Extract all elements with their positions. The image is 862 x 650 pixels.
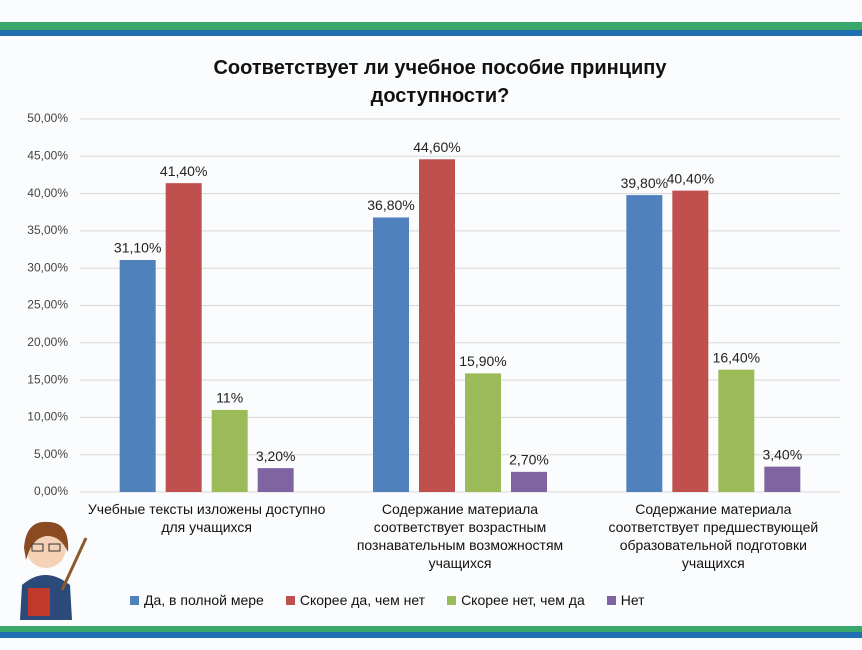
legend-swatch bbox=[447, 596, 456, 605]
bar bbox=[120, 260, 156, 492]
value-label: 41,40% bbox=[160, 163, 207, 179]
top-stripe bbox=[0, 30, 862, 36]
value-label: 2,70% bbox=[509, 452, 549, 468]
bar bbox=[511, 472, 547, 492]
y-tick-label: 35,00% bbox=[27, 223, 68, 237]
value-label: 11% bbox=[216, 390, 243, 406]
bottom-stripe bbox=[0, 632, 862, 638]
legend-label: Скорее да, чем нет bbox=[300, 592, 425, 608]
legend-item: Скорее да, чем нет bbox=[286, 592, 425, 608]
x-tick-label: Содержание материала соответствует возра… bbox=[340, 500, 580, 572]
y-tick-label: 45,00% bbox=[27, 148, 68, 162]
value-label: 40,40% bbox=[667, 170, 714, 186]
legend-label: Нет bbox=[621, 592, 645, 608]
bar bbox=[465, 373, 501, 492]
legend-label: Скорее нет, чем да bbox=[461, 592, 585, 608]
x-tick-label: Учебные тексты изложены доступно для уча… bbox=[87, 500, 327, 536]
y-tick-label: 50,00% bbox=[27, 111, 68, 125]
value-label: 44,60% bbox=[413, 139, 460, 155]
bar bbox=[672, 191, 708, 492]
teacher-illustration bbox=[20, 522, 86, 620]
bar bbox=[626, 195, 662, 492]
value-label: 3,20% bbox=[256, 448, 296, 464]
legend-label: Да, в полной мере bbox=[144, 592, 264, 608]
legend-item: Да, в полной мере bbox=[130, 592, 264, 608]
bar bbox=[718, 370, 754, 492]
legend-item: Нет bbox=[607, 592, 645, 608]
legend-swatch bbox=[130, 596, 139, 605]
bar bbox=[419, 159, 455, 492]
legend-item: Скорее нет, чем да bbox=[447, 592, 585, 608]
bar bbox=[166, 183, 202, 492]
bottom-stripe bbox=[0, 626, 862, 632]
value-label: 36,80% bbox=[367, 197, 414, 213]
legend-swatch bbox=[607, 596, 616, 605]
value-label: 15,90% bbox=[459, 353, 506, 369]
chart-title: Соответствует ли учебное пособие принцип… bbox=[150, 54, 730, 110]
y-tick-label: 15,00% bbox=[27, 372, 68, 386]
value-label: 31,10% bbox=[114, 240, 161, 256]
y-tick-label: 20,00% bbox=[27, 335, 68, 349]
bar bbox=[764, 467, 800, 492]
bar bbox=[212, 410, 248, 492]
y-tick-label: 5,00% bbox=[34, 447, 68, 461]
slide: 0,00% 5,00% 10,00% 15,00% 20,00% 25,00% 30,00%… bbox=[0, 0, 862, 650]
y-tick-label: 25,00% bbox=[27, 298, 68, 312]
top-stripe bbox=[0, 22, 862, 30]
value-label: 3,40% bbox=[762, 446, 802, 462]
x-tick-label: Содержание материала соответствует предш… bbox=[593, 500, 833, 572]
y-tick-label: 10,00% bbox=[27, 410, 68, 424]
legend: Да, в полной мере Скорее да, чем нет Скоре… bbox=[130, 592, 645, 608]
value-label: 16,40% bbox=[713, 349, 760, 365]
legend-swatch bbox=[286, 596, 295, 605]
y-tick-label: 0,00% bbox=[34, 484, 68, 498]
y-tick-label: 40,00% bbox=[27, 186, 68, 200]
value-label: 39,80% bbox=[621, 175, 668, 191]
y-tick-label: 30,00% bbox=[27, 260, 68, 274]
bar bbox=[373, 217, 409, 492]
bar bbox=[258, 468, 294, 492]
